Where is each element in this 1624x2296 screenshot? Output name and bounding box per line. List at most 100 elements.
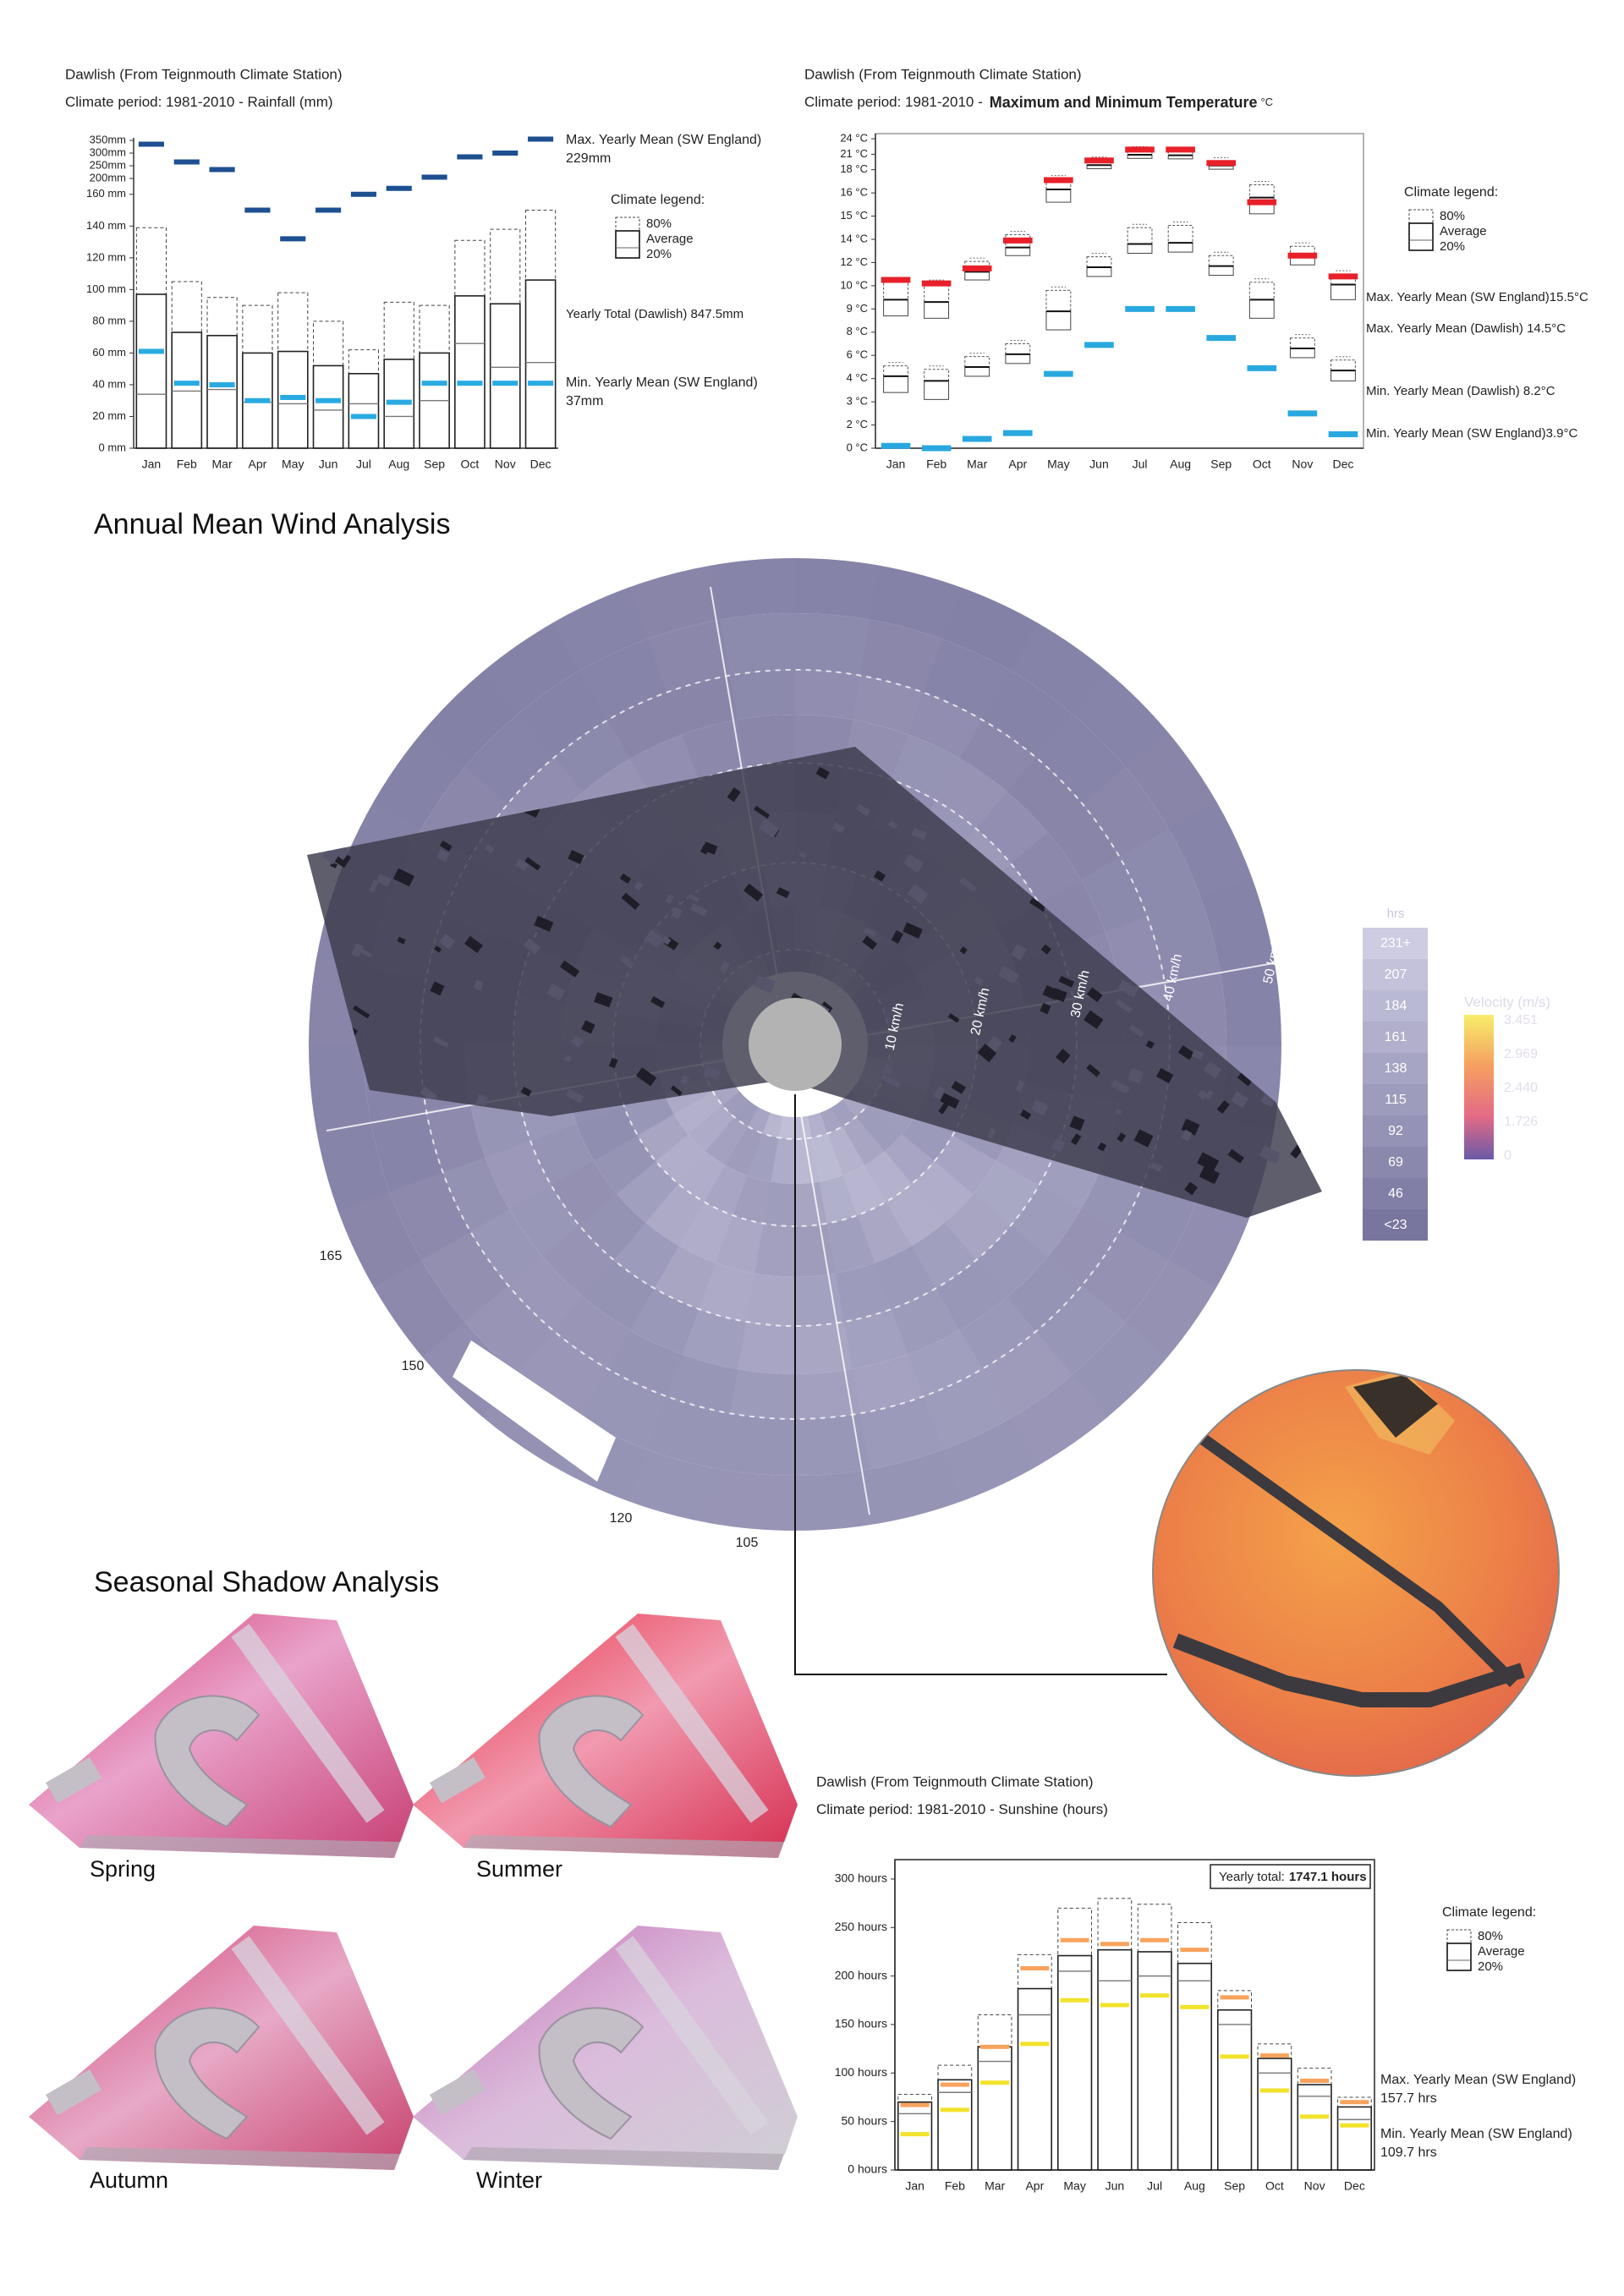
building [1289, 890, 1309, 909]
wind-sector [870, 565, 963, 640]
wind-sector [645, 1183, 705, 1247]
y-tick-label: 21 °C [840, 147, 868, 160]
bar-average [171, 332, 203, 449]
wind-sector [1119, 829, 1201, 918]
velocity-scale [1464, 1015, 1494, 1159]
x-tick-label: Feb [177, 458, 197, 471]
bar-average [897, 2101, 933, 2171]
legend-icon-average [1408, 222, 1434, 251]
wind-sector [579, 1193, 646, 1261]
y-tick-label: 9 °C [847, 302, 868, 315]
building [671, 907, 683, 919]
y-tick-label: 160 mm [86, 187, 126, 200]
building [1117, 979, 1139, 998]
building [1297, 840, 1305, 848]
x-tick-label: Dec [1333, 458, 1354, 471]
legend-label: 46 [1388, 1186, 1403, 1201]
building [1237, 1070, 1254, 1087]
wind-sector [1072, 1321, 1168, 1418]
bar-80 [490, 228, 521, 449]
box-lower [924, 301, 950, 319]
text-part: 15.5°C [1550, 290, 1588, 304]
angle-label: 105 [736, 1536, 759, 1550]
wind-sector [941, 1417, 1039, 1502]
box-lower [883, 375, 908, 393]
building [856, 803, 870, 816]
annotation: 109.7 hrs [1380, 2145, 1437, 2160]
legend-label: 20% [1478, 1959, 1503, 1974]
wind-sector [337, 1191, 422, 1288]
wind-sector [518, 670, 609, 758]
wind-sector [529, 1123, 594, 1186]
wind-sector [975, 1225, 1048, 1298]
building [353, 1005, 370, 1019]
wind-sector [1047, 1209, 1120, 1286]
site-model [307, 747, 1322, 1218]
terrain-edge [464, 2117, 798, 2170]
legend-label: 161 [1385, 1030, 1407, 1044]
building [484, 843, 495, 854]
box-upper [924, 369, 950, 381]
wind-sector [1200, 878, 1275, 971]
box-lower [924, 380, 950, 400]
building [1224, 770, 1237, 782]
section-heading: Seasonal Shadow Analysis [94, 1566, 439, 1598]
detail-surface [1153, 1370, 1559, 1776]
box-lower [883, 299, 908, 317]
bar-80 [1217, 1990, 1252, 2171]
leader-line [794, 1094, 1167, 1675]
building [754, 974, 776, 994]
wind-sector [942, 587, 1040, 671]
building [565, 1088, 584, 1104]
wind-sector [607, 692, 683, 759]
wind-sector [682, 719, 747, 781]
x-tick-label: Nov [495, 458, 516, 471]
terrain-edge [464, 1805, 798, 1858]
x-tick-label: Aug [1184, 2179, 1205, 2193]
bar-80 [383, 301, 414, 449]
building [321, 848, 339, 865]
wind-sector [982, 671, 1073, 759]
wind-sector [843, 1308, 908, 1370]
bar-average [1257, 2058, 1292, 2171]
legend-swatch [1363, 1115, 1428, 1147]
building [1293, 797, 1310, 813]
building [1149, 1162, 1163, 1173]
building [1070, 1133, 1082, 1146]
bar-80 [277, 292, 309, 449]
bar-average [1216, 2008, 1253, 2171]
bar-80 [313, 321, 344, 449]
building [473, 979, 484, 991]
terrain-edge [80, 2117, 414, 2170]
bar-80 [1257, 2043, 1292, 2171]
wind-sector [508, 1256, 584, 1332]
building [430, 2069, 486, 2116]
text-part: Maximum and Minimum Temperature [990, 94, 1258, 111]
wind-sector [864, 1151, 913, 1203]
building [1272, 756, 1291, 774]
box-upper [883, 282, 908, 300]
y-tick-label: 120 mm [86, 250, 126, 263]
wind-sector [1105, 916, 1165, 988]
wind-sector [976, 792, 1049, 864]
building [1029, 897, 1047, 912]
annotation: 157.7 hrs [1380, 2091, 1437, 2106]
building [1040, 1002, 1051, 1015]
y-tick-label: 12 °C [840, 255, 868, 268]
wind-sector [923, 638, 1012, 721]
legend-label: 80% [1478, 1929, 1503, 1943]
wind-sector [482, 622, 580, 715]
building [1030, 1099, 1050, 1116]
building [882, 1066, 893, 1076]
wind-sector [576, 1106, 638, 1161]
building-ring [154, 1695, 261, 1828]
building [430, 1757, 486, 1804]
wind-sector [738, 714, 796, 768]
bar-80 [242, 304, 273, 449]
building [1257, 771, 1268, 781]
building [1309, 761, 1320, 772]
box-upper [964, 356, 990, 368]
road [231, 1936, 385, 2135]
building [1199, 1165, 1221, 1185]
